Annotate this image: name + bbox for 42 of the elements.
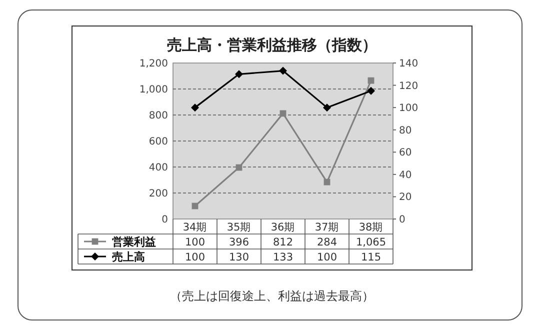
y-tick-label: 1,200 xyxy=(139,58,168,70)
y-tick-label: 1,000 xyxy=(139,84,168,96)
y2-tick-label: 20 xyxy=(399,192,412,204)
data-label: 284 xyxy=(316,236,338,248)
y2-tick-label: 0 xyxy=(399,214,406,226)
legend-label: 売上高 xyxy=(112,250,145,264)
x-tick-label: 38期 xyxy=(358,222,384,234)
y2-tick-label: 60 xyxy=(399,148,412,159)
point xyxy=(280,110,286,117)
y-tick-label: 400 xyxy=(148,162,168,174)
x-tick-label: 37期 xyxy=(314,222,340,234)
y2-tick-label: 120 xyxy=(399,80,418,92)
data-label: 812 xyxy=(272,236,294,248)
data-label: 1,065 xyxy=(356,236,386,248)
point xyxy=(279,66,287,75)
legend-label: 営業利益 xyxy=(112,236,156,248)
point xyxy=(324,178,330,186)
y-tick-label: 800 xyxy=(148,110,168,122)
y2-tick-label: 40 xyxy=(399,170,412,181)
data-label: 100 xyxy=(316,252,338,264)
point xyxy=(235,70,243,78)
y-tick-label: 200 xyxy=(148,188,168,200)
data-label: 100 xyxy=(184,236,206,248)
x-tick-label: 36期 xyxy=(270,222,296,234)
y2-tick-label: 140 xyxy=(399,58,418,70)
point xyxy=(368,77,374,84)
data-label: 396 xyxy=(228,236,250,248)
x-tick-label: 35期 xyxy=(226,222,252,234)
data-label: 115 xyxy=(360,252,382,264)
y2-tick-label: 100 xyxy=(399,103,418,114)
point xyxy=(191,104,199,112)
y2-tick-label: 80 xyxy=(399,125,412,136)
text: （売上は回復途上、利益は過去最高） xyxy=(170,289,374,303)
point xyxy=(323,104,331,112)
y-tick-label: 600 xyxy=(148,136,168,148)
data-label: 133 xyxy=(272,252,294,264)
data-label: 130 xyxy=(228,252,250,264)
data-label: 100 xyxy=(184,252,206,264)
y-tick-label: 0 xyxy=(162,214,168,226)
x-tick-label: 34期 xyxy=(182,222,208,234)
point xyxy=(367,86,375,95)
chart-title: 売上高・営業利益推移（指数） xyxy=(167,36,377,54)
